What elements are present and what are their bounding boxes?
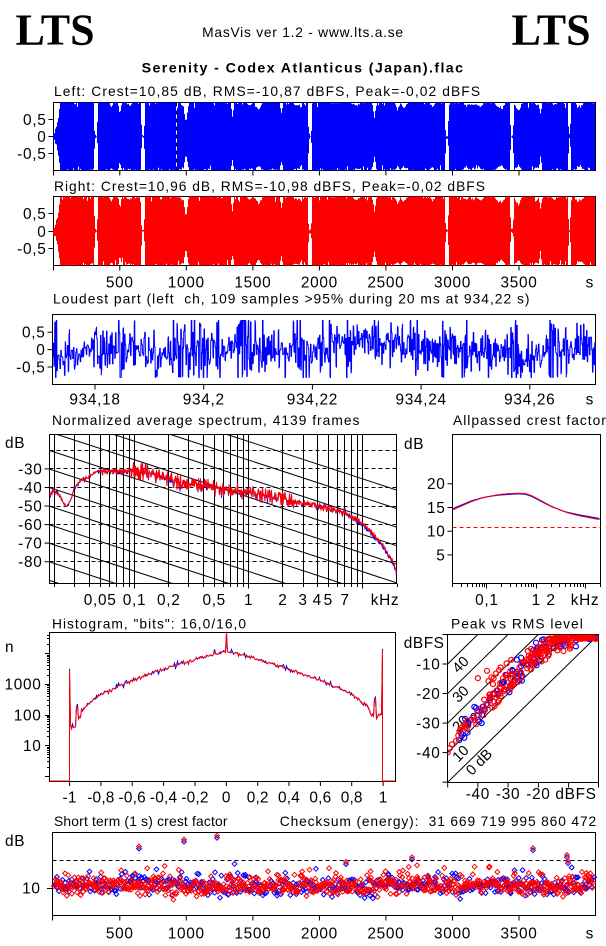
svg-text:0,2: 0,2	[247, 790, 269, 807]
svg-text:-60: -60	[18, 517, 42, 534]
svg-text:3500: 3500	[500, 926, 537, 943]
svg-text:-0,4: -0,4	[150, 790, 178, 807]
svg-text:Left: Crest=10,85 dB, RMS=-10,: Left: Crest=10,85 dB, RMS=-10,87 dBFS, P…	[54, 84, 481, 99]
svg-text:0,4: 0,4	[278, 790, 300, 807]
svg-text:0,6: 0,6	[309, 790, 331, 807]
svg-text:1500: 1500	[234, 275, 271, 292]
svg-text:-0,5: -0,5	[16, 359, 45, 376]
svg-text:2000: 2000	[301, 275, 338, 292]
svg-text:1000: 1000	[168, 275, 205, 292]
svg-text:dB: dB	[5, 833, 25, 850]
svg-text:1: 1	[532, 592, 541, 609]
svg-text:dB: dB	[5, 435, 25, 452]
svg-text:-40: -40	[416, 745, 440, 762]
svg-text:-20: -20	[416, 686, 440, 703]
svg-text:-30: -30	[416, 716, 440, 733]
svg-text:-0,2: -0,2	[181, 790, 208, 807]
svg-text:934,2: 934,2	[183, 392, 225, 409]
svg-text:3000: 3000	[434, 926, 471, 943]
svg-text:1500: 1500	[234, 926, 271, 943]
svg-text:2500: 2500	[367, 926, 404, 943]
svg-text:0,05: 0,05	[84, 592, 117, 609]
svg-text:7: 7	[340, 592, 349, 609]
svg-text:-0,6: -0,6	[119, 790, 146, 807]
svg-text:1: 1	[379, 790, 388, 807]
svg-text:0: 0	[37, 129, 46, 146]
svg-text:LTS: LTS	[512, 6, 591, 55]
svg-text:Serenity - Codex Atlanticus (J: Serenity - Codex Atlanticus (Japan).flac	[142, 61, 465, 77]
svg-text:3000: 3000	[434, 275, 471, 292]
svg-text:3500: 3500	[500, 275, 537, 292]
svg-text:MasVis ver 1.2 - www.lts.a.se: MasVis ver 1.2 - www.lts.a.se	[202, 25, 404, 40]
svg-text:934,24: 934,24	[395, 392, 446, 409]
svg-text:s: s	[586, 926, 594, 943]
svg-text:10: 10	[23, 738, 42, 755]
svg-text:-30: -30	[496, 786, 520, 803]
svg-text:Loudest part (left ch, 109 sa: Loudest part (left ch, 109 samples >95% …	[53, 292, 530, 307]
svg-text:Checksum (energy): 31 669 719: Checksum (energy): 31 669 719 995 860 47…	[280, 814, 597, 829]
svg-text:-40: -40	[18, 480, 42, 497]
svg-text:dBFS: dBFS	[404, 635, 445, 652]
svg-text:934,22: 934,22	[287, 392, 338, 409]
svg-text:Peak vs RMS level: Peak vs RMS level	[451, 617, 584, 632]
svg-text:500: 500	[106, 926, 134, 943]
svg-text:Short term (1 s) crest factor: Short term (1 s) crest factor	[54, 814, 228, 829]
svg-text:-50: -50	[18, 498, 42, 515]
svg-text:2000: 2000	[301, 926, 338, 943]
svg-text:10: 10	[427, 524, 446, 541]
svg-text:5: 5	[324, 592, 333, 609]
svg-text:4: 4	[313, 592, 322, 609]
svg-text:-0,5: -0,5	[17, 241, 46, 258]
svg-text:2: 2	[546, 592, 555, 609]
svg-text:5: 5	[436, 547, 445, 564]
svg-text:-0,8: -0,8	[87, 790, 114, 807]
svg-text:934,18: 934,18	[69, 392, 120, 409]
svg-text:-80: -80	[18, 554, 42, 571]
svg-text:3: 3	[298, 592, 307, 609]
svg-text:Histogram, "bits": 16,0/16,0: Histogram, "bits": 16,0/16,0	[52, 617, 247, 632]
svg-text:0,5: 0,5	[23, 206, 47, 223]
svg-text:n: n	[5, 639, 14, 656]
svg-text:1000: 1000	[168, 926, 205, 943]
svg-text:LTS: LTS	[16, 6, 95, 55]
svg-text:s: s	[586, 275, 594, 292]
svg-text:0,5: 0,5	[202, 592, 226, 609]
svg-text:0,2: 0,2	[157, 592, 181, 609]
svg-text:Normalized average spectrum, 4: Normalized average spectrum, 4139 frames	[52, 413, 360, 428]
svg-text:0: 0	[37, 224, 46, 241]
svg-text:kHz: kHz	[571, 592, 600, 609]
svg-text:s: s	[586, 392, 594, 409]
svg-text:0: 0	[222, 790, 231, 807]
svg-text:15: 15	[427, 500, 446, 517]
svg-text:10: 10	[22, 881, 41, 898]
svg-text:-30: -30	[18, 461, 42, 478]
svg-text:0,1: 0,1	[475, 592, 499, 609]
svg-text:0,5: 0,5	[22, 325, 46, 342]
svg-text:-20: -20	[526, 786, 550, 803]
svg-text:0,8: 0,8	[341, 790, 363, 807]
svg-text:Allpassed crest factor: Allpassed crest factor	[453, 413, 606, 428]
svg-text:0,1: 0,1	[123, 592, 147, 609]
svg-text:-0,5: -0,5	[17, 146, 46, 163]
svg-text:dBFS: dBFS	[555, 786, 596, 803]
svg-text:0: 0	[36, 342, 45, 359]
svg-text:dB: dB	[404, 436, 424, 453]
svg-text:-70: -70	[18, 536, 42, 553]
svg-text:kHz: kHz	[371, 592, 400, 609]
svg-text:500: 500	[106, 275, 134, 292]
svg-text:Right: Crest=10,96 dB, RMS=-10: Right: Crest=10,96 dB, RMS=-10,98 dBFS, …	[54, 179, 486, 194]
svg-text:-10: -10	[416, 656, 440, 673]
svg-text:1: 1	[244, 592, 253, 609]
svg-text:934,26: 934,26	[504, 392, 555, 409]
svg-text:-1: -1	[63, 790, 77, 807]
svg-text:100: 100	[14, 707, 42, 724]
svg-text:20: 20	[427, 476, 446, 493]
svg-text:0,5: 0,5	[23, 112, 47, 129]
svg-text:2: 2	[278, 592, 287, 609]
svg-text:1000: 1000	[4, 677, 41, 694]
svg-text:-40: -40	[466, 786, 490, 803]
svg-text:2500: 2500	[367, 275, 404, 292]
